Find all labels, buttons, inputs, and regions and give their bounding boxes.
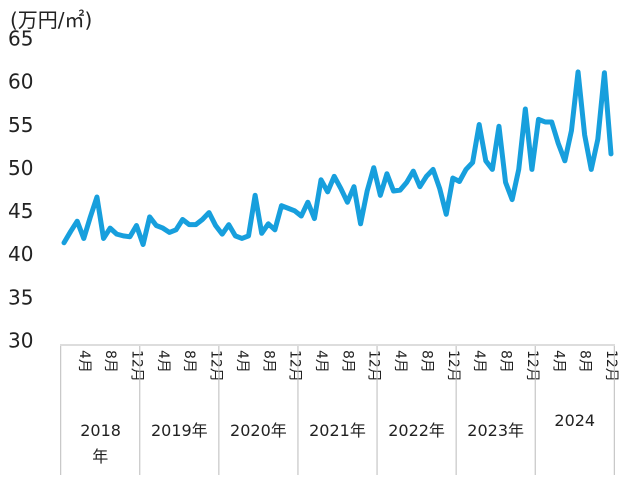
x-tick-label: 4月 bbox=[234, 350, 250, 373]
y-tick-label: 55 bbox=[8, 113, 33, 137]
year-label: 2019年 bbox=[150, 421, 208, 440]
y-tick-label: 30 bbox=[8, 329, 33, 353]
x-tick-label: 12月 bbox=[366, 350, 382, 382]
x-tick-label: 4月 bbox=[76, 350, 92, 373]
x-tick-label: 4月 bbox=[392, 350, 408, 373]
x-tick-label: 12月 bbox=[445, 350, 461, 382]
year-label: 2024 bbox=[554, 411, 596, 430]
x-tick-label: 4月 bbox=[155, 350, 171, 373]
x-tick-label: 4月 bbox=[550, 350, 566, 373]
y-tick-label: 45 bbox=[8, 199, 33, 223]
y-tick-label: 60 bbox=[8, 70, 33, 94]
x-tick-label: 12月 bbox=[603, 350, 619, 382]
year-label: 2023年 bbox=[467, 421, 525, 440]
y-tick-label: 35 bbox=[8, 285, 33, 309]
x-tick-label: 12月 bbox=[208, 350, 224, 382]
chart-title: (万円/㎡) bbox=[10, 8, 93, 32]
x-tick-label: 8月 bbox=[577, 350, 593, 373]
x-tick-label: 12月 bbox=[128, 350, 144, 382]
x-tick-label: 8月 bbox=[418, 350, 434, 373]
x-tick-label: 12月 bbox=[287, 350, 303, 382]
year-label: 2018年 bbox=[80, 421, 121, 466]
x-tick-label: 4月 bbox=[471, 350, 487, 373]
y-tick-label: 65 bbox=[8, 27, 33, 51]
x-tick-label: 4月 bbox=[313, 350, 329, 373]
line bbox=[61, 69, 614, 247]
year-label: 2022年 bbox=[388, 421, 445, 440]
x-tick-label: 8月 bbox=[498, 350, 514, 373]
y-tick-label: 50 bbox=[8, 156, 33, 180]
x-tick-label: 8月 bbox=[181, 350, 197, 373]
x-tick-label: 8月 bbox=[339, 350, 355, 373]
x-tick-label: 8月 bbox=[260, 350, 276, 373]
year-label: 2020年 bbox=[230, 421, 287, 440]
y-tick-label: 40 bbox=[8, 242, 33, 266]
year-label: 2021年 bbox=[309, 421, 366, 440]
x-tick-label: 12月 bbox=[524, 350, 540, 382]
x-tick-label: 8月 bbox=[102, 350, 118, 373]
